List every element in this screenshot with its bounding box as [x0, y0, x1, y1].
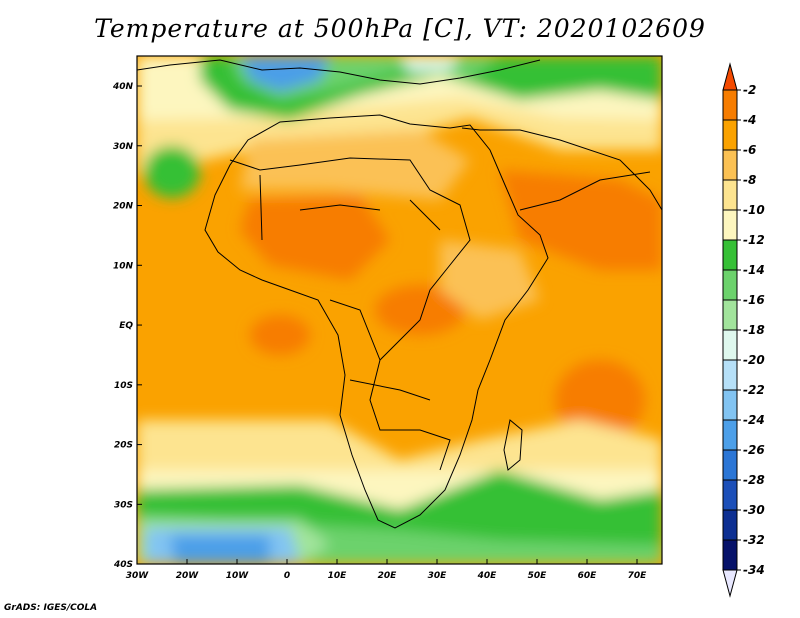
lat-label-5: 10S: [114, 381, 133, 391]
lat-label-3: 10N: [113, 261, 134, 271]
colorbar-label: -16: [743, 293, 765, 307]
colorbar-segment: [722, 239, 738, 271]
colorbar-top-arrow: [722, 62, 738, 91]
coastline: [137, 59, 662, 529]
colorbar-label: -4: [743, 113, 756, 127]
colorbar-segment: [722, 179, 738, 211]
lon-label-5: 20E: [378, 571, 398, 581]
colorbar-label: -22: [743, 383, 765, 397]
colorbar-label: -34: [743, 563, 765, 577]
colorbar-segment: [722, 329, 738, 361]
colorbar-label: -14: [743, 263, 765, 277]
lat-label-1: 30N: [113, 142, 134, 152]
lon-label-4: 10E: [328, 571, 348, 581]
colorbar-bottom-arrow: [722, 569, 738, 598]
colorbar-label: -32: [743, 533, 765, 547]
colorbar-segment: [722, 389, 738, 421]
colorbar-label: -2: [743, 83, 756, 97]
colorbar-label: -24: [743, 413, 765, 427]
colorbar-segment: [722, 149, 738, 181]
lat-label-6: 20S: [114, 441, 133, 451]
lat-label-4: EQ: [119, 321, 133, 331]
lon-label-1: 20W: [176, 571, 200, 581]
colorbar-label: -20: [743, 353, 765, 367]
longitude-labels: 30W 20W 10W 0 10E 20E 30E 40E 50E 60E 70E: [126, 571, 647, 581]
lon-label-0: 30W: [126, 571, 150, 581]
colorbar-label: -12: [743, 233, 765, 247]
lon-label-2: 10W: [226, 571, 250, 581]
colorbar-segment: [722, 359, 738, 391]
lon-label-3: 0: [284, 571, 290, 581]
latitude-labels: 40N 30N 20N 10N EQ 10S 20S 30S 40S: [112, 82, 134, 570]
colorbar-segment: [722, 449, 738, 481]
colorbar: -2 -4 -6 -8 -10 -12 -14 -16 -18 -20 -22 -24 -26 -28 -3…: [722, 62, 765, 598]
grads-credit: GrADS: IGES/COLA: [4, 603, 98, 613]
map-title: Temperature at 500hPa [C], VT: 202010260…: [94, 14, 706, 43]
colorbar-segment: [722, 539, 738, 571]
colorbar-segment: [722, 479, 738, 511]
lat-label-8: 40S: [113, 560, 133, 570]
colorbar-segment: [722, 269, 738, 301]
lon-label-9: 60E: [578, 571, 598, 581]
colorbar-segment: [722, 119, 738, 151]
colorbar-label: -28: [743, 473, 765, 487]
lon-label-8: 50E: [528, 571, 548, 581]
colorbar-label: -30: [743, 503, 765, 517]
lat-label-7: 30S: [114, 500, 133, 510]
colorbar-label: -18: [743, 323, 765, 337]
colorbar-label: -6: [743, 143, 756, 157]
colorbar-label: -10: [743, 203, 765, 217]
colorbar-segment: [722, 419, 738, 451]
colorbar-segment: [722, 89, 738, 121]
lon-label-10: 70E: [628, 571, 648, 581]
lat-label-2: 20N: [113, 202, 134, 212]
temperature-field: [137, 56, 662, 564]
colorbar-segment: [722, 509, 738, 541]
colorbar-label: -26: [743, 443, 765, 457]
lon-label-6: 30E: [428, 571, 448, 581]
colorbar-label: -8: [743, 173, 756, 187]
colorbar-segment: [722, 299, 738, 331]
map-frame: [136, 55, 663, 565]
colorbar-segment: [722, 209, 738, 241]
axis-ticks: [136, 85, 638, 565]
lon-label-7: 40E: [477, 571, 498, 581]
lat-label-0: 40N: [112, 82, 134, 92]
